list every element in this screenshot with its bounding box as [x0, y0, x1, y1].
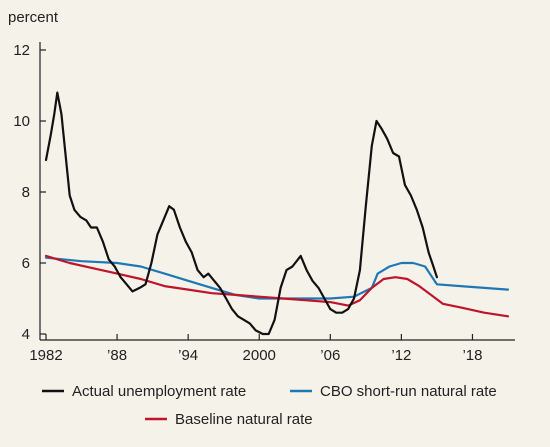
x-tick-label: ’12 — [391, 347, 411, 364]
x-tick-label: ’18 — [462, 347, 482, 364]
y-tick-label: 4 — [22, 326, 30, 343]
y-tick-label: 10 — [13, 113, 30, 130]
x-tick-label: 1982 — [29, 347, 62, 364]
x-tick-label: ’06 — [320, 347, 340, 364]
series-line-2 — [44, 254, 510, 318]
x-tick-label: ’88 — [107, 347, 127, 364]
series-line-0 — [44, 91, 438, 336]
legend: Actual unemployment rate CBO short-run na… — [42, 383, 497, 428]
legend-label: Actual unemployment rate — [72, 383, 246, 400]
series-layer — [44, 91, 510, 336]
legend-label: CBO short-run natural rate — [320, 383, 497, 400]
y-tick-label: 6 — [22, 255, 30, 272]
axes: 4 6 8 10 12 1982 ’88 ’94 2000 ’06 ’12 ’18 — [13, 42, 515, 364]
legend-label: Baseline natural rate — [175, 411, 313, 428]
y-axis-unit-label: percent — [8, 9, 59, 26]
series-line-1 — [44, 256, 510, 300]
x-tick-label: ’94 — [178, 347, 198, 364]
x-tick-label: 2000 — [243, 347, 276, 364]
y-tick-label: 12 — [13, 42, 30, 59]
y-tick-label: 8 — [22, 184, 30, 201]
